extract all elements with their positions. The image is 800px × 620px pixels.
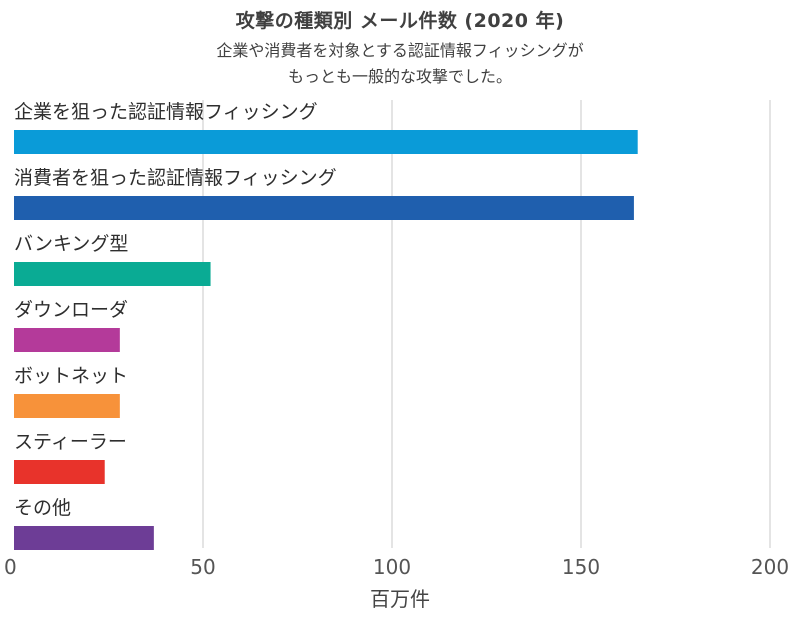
category-label-1: 企業を狙った認証情報フィッシング <box>14 101 318 123</box>
bar-2 <box>14 196 634 220</box>
category-label-2: 消費者を狙った認証情報フィッシング <box>14 167 337 189</box>
bar-6 <box>14 460 105 484</box>
chart-subtitle-line-2: もっとも一般的な攻撃でした。 <box>287 67 512 86</box>
bar-5 <box>14 394 120 418</box>
bar-4 <box>14 328 120 352</box>
bar-7 <box>14 526 154 550</box>
x-axis-title: 百万件 <box>370 587 430 611</box>
chart-title: 攻撃の種類別 メール件数 (2020 年) <box>235 10 565 32</box>
category-label-6: スティーラー <box>14 431 127 453</box>
category-label-5: ボットネット <box>14 365 128 387</box>
bar-1 <box>14 130 638 154</box>
bar-3 <box>14 262 211 286</box>
chart-subtitle-line-1: 企業や消費者を対象とする認証情報フィッシングが <box>216 41 584 60</box>
category-label-7: その他 <box>14 497 71 519</box>
x-tick-label-150: 150 <box>562 555 600 579</box>
x-tick-label-50: 50 <box>190 555 215 579</box>
category-label-4: ダウンローダ <box>14 299 128 321</box>
x-tick-label-100: 100 <box>373 555 411 579</box>
x-tick-label-200: 200 <box>751 555 789 579</box>
category-label-3: バンキング型 <box>14 233 128 255</box>
x-tick-label-0: 0 <box>4 555 17 579</box>
